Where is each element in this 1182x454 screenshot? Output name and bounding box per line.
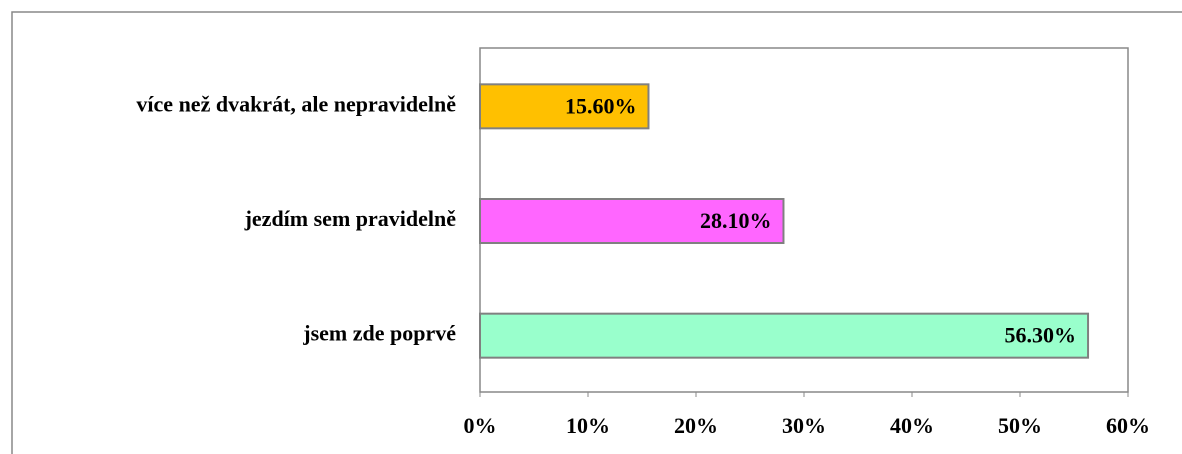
data-label: 28.10% (700, 208, 772, 233)
x-tick-label: 50% (998, 413, 1042, 438)
x-tick-label: 0% (464, 413, 497, 438)
x-tick-label: 60% (1106, 413, 1150, 438)
y-tick-label: více než dvakrát, ale nepravidelně (136, 91, 456, 116)
x-tick-label: 40% (890, 413, 934, 438)
bar (479, 312, 1090, 359)
x-tick-label: 20% (674, 413, 718, 438)
outer-frame (11, 11, 1182, 454)
y-tick-label: jsem zde poprvé (302, 321, 456, 346)
x-tick-label: 30% (782, 413, 826, 438)
y-tick-label: jezdím sem pravidelně (244, 206, 457, 231)
bar (479, 83, 650, 130)
data-label: 15.60% (565, 93, 637, 118)
bar (479, 198, 785, 244)
data-label: 56.30% (1005, 323, 1077, 348)
x-tick-label: 10% (566, 413, 610, 438)
